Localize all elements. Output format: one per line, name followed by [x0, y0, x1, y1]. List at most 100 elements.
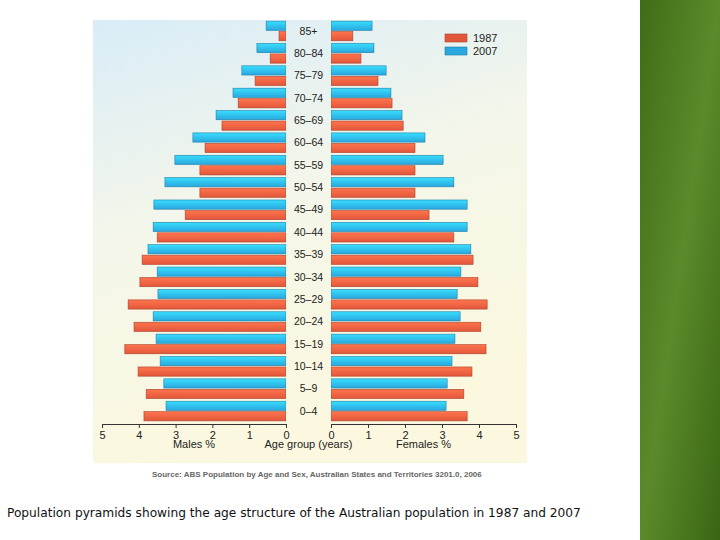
bar: [166, 401, 286, 410]
category-label: 35–39: [294, 248, 323, 260]
tick: 1: [247, 424, 253, 441]
bar: [165, 178, 286, 187]
bar: [157, 267, 286, 276]
legend: 19872007: [445, 32, 497, 57]
category-label: 60–64: [294, 136, 323, 148]
bar: [255, 76, 286, 85]
bar: [160, 356, 286, 365]
bar: [331, 245, 471, 254]
bar: [331, 289, 457, 298]
tick-mark: [212, 424, 213, 428]
bar: [257, 43, 286, 52]
tick: 4: [476, 424, 482, 441]
tick: 5: [513, 424, 519, 441]
tick: 4: [136, 424, 142, 441]
category-label: 70–74: [294, 92, 323, 104]
bar: [216, 111, 286, 120]
bar: [156, 334, 286, 343]
bar: [331, 88, 391, 97]
bar: [331, 111, 402, 120]
category-label: 15–19: [294, 338, 323, 350]
category-labels: 0–45–910–1415–1920–2425–2930–3435–3940–4…: [294, 25, 323, 417]
bar: [331, 389, 464, 398]
tick-mark: [442, 424, 443, 428]
axis-title: Males %: [173, 438, 215, 450]
tick: 5: [99, 424, 105, 441]
tick: 1: [365, 424, 371, 441]
tick-mark: [516, 424, 517, 428]
axis-line: [103, 425, 287, 429]
tick-label: 5: [99, 429, 105, 441]
tick-label: 1: [247, 429, 253, 441]
bar: [331, 21, 372, 30]
category-label: 10–14: [294, 360, 323, 372]
bars-females: [331, 21, 487, 421]
bar: [200, 188, 286, 197]
category-label: 45–49: [294, 203, 323, 215]
tick-mark: [286, 424, 287, 428]
bar: [331, 66, 386, 75]
side-strip: [640, 0, 720, 540]
tick-mark: [139, 424, 140, 428]
tick-mark: [331, 424, 332, 428]
tick-label: 4: [476, 429, 482, 441]
bar: [331, 76, 378, 85]
caption: Population pyramids showing the age stru…: [7, 506, 581, 520]
bar: [331, 99, 392, 108]
bar: [205, 143, 286, 152]
bar: [154, 200, 286, 209]
bar: [331, 210, 429, 219]
chart-svg: 543210Males %012345Females %0–45–910–141…: [0, 0, 720, 540]
bar: [331, 367, 472, 376]
bar: [331, 401, 446, 410]
bar: [175, 155, 286, 164]
bar: [140, 278, 286, 287]
bar: [331, 43, 374, 52]
tick-mark: [479, 424, 480, 428]
category-label: 75–79: [294, 69, 323, 81]
bar: [331, 178, 454, 187]
legend-label: 2007: [473, 45, 497, 57]
bar: [331, 267, 461, 276]
bar: [331, 379, 447, 388]
bar: [331, 166, 415, 175]
tick-mark: [368, 424, 369, 428]
category-label: 30–34: [294, 271, 323, 283]
bar: [331, 133, 425, 142]
legend-swatch: [445, 34, 467, 42]
bar: [331, 233, 454, 242]
bar: [153, 312, 286, 321]
bar: [142, 255, 286, 264]
bar: [242, 66, 286, 75]
bar: [158, 289, 286, 298]
bar: [138, 367, 286, 376]
bar: [331, 222, 467, 231]
bar: [153, 222, 286, 231]
bar: [279, 32, 286, 41]
bar: [185, 210, 286, 219]
tick-label: 5: [513, 429, 519, 441]
bar: [134, 322, 286, 331]
category-label: 65–69: [294, 114, 323, 126]
source-note: Source: ABS Population by Age and Sex, A…: [152, 470, 482, 479]
bar: [331, 300, 487, 309]
bar: [331, 345, 486, 354]
bar: [331, 255, 473, 264]
bar: [270, 54, 286, 63]
bar: [331, 121, 403, 130]
bar: [148, 245, 286, 254]
bar: [331, 334, 455, 343]
bar: [146, 389, 286, 398]
bar: [331, 54, 361, 63]
bar: [331, 155, 443, 164]
bar: [128, 300, 286, 309]
category-label: 5–9: [300, 382, 318, 394]
bar: [164, 379, 286, 388]
bar: [238, 99, 286, 108]
legend-swatch: [445, 47, 467, 55]
bar: [157, 233, 286, 242]
bar: [266, 21, 286, 30]
bar: [200, 166, 286, 175]
bar: [125, 345, 286, 354]
bar: [331, 188, 415, 197]
